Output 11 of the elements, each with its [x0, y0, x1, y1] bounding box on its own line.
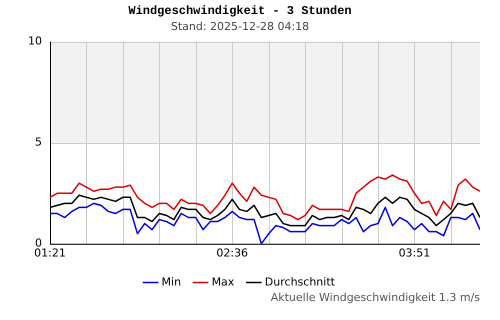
- text: Aktuelle Windgeschwindigkeit 1.3 m/s: [270, 290, 480, 304]
- y-tick-label: 5: [35, 136, 42, 149]
- legend-label: Max: [212, 275, 235, 288]
- legend-label: Min: [162, 275, 182, 288]
- x-tick-label: 03:51: [398, 246, 430, 260]
- x-tick-label: 01:21: [34, 246, 66, 260]
- chart-subtitle: Stand: 2025-12-28 04:18: [170, 20, 310, 33]
- y-tick-label: 10: [28, 34, 42, 48]
- legend-label: Durchschnitt: [264, 275, 336, 288]
- x-tick-label: 02:36: [216, 246, 248, 260]
- chart-title: Windgeschwindigkeit - 3 Stunden: [128, 4, 352, 18]
